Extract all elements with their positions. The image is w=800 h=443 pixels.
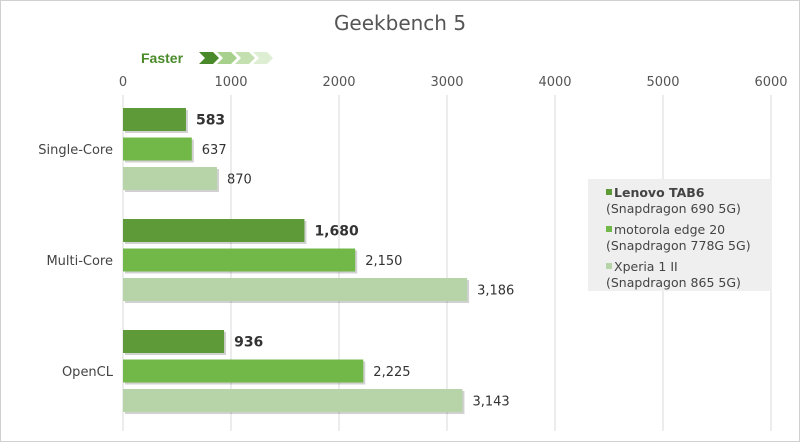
legend-label-sub: (Snapdragon 778G 5G): [606, 238, 751, 253]
bar: [123, 330, 225, 353]
data-label: 2,225: [373, 365, 410, 380]
legend-label-sub: (Snapdragon 865 5G): [606, 275, 741, 290]
bar: [123, 108, 186, 131]
faster-annotation: Faster: [141, 50, 184, 66]
bar: [123, 248, 356, 272]
bar: [123, 278, 468, 301]
legend-item: motorola edge 20 (Snapdragon 778G 5G): [606, 222, 772, 254]
bar: [123, 167, 217, 190]
faster-chevron-icon: [235, 52, 255, 64]
x-tick-label: 2000: [322, 75, 355, 90]
legend-swatch: [606, 189, 612, 195]
category-label: OpenCL: [62, 365, 114, 380]
legend-item: Xperia 1 II (Snapdragon 865 5G): [606, 259, 772, 291]
legend-swatch: [606, 226, 612, 232]
data-label: 637: [202, 143, 227, 158]
legend-item: Lenovo TAB6 (Snapdragon 690 5G): [606, 185, 772, 217]
faster-chevron-icon: [253, 52, 273, 64]
legend-label: motorola edge 20: [614, 222, 726, 237]
data-label: 1,680: [314, 224, 359, 240]
category-label: Single-Core: [38, 143, 113, 158]
x-tick-label: 6000: [754, 75, 787, 90]
x-tick-label: 4000: [538, 75, 571, 90]
bar: [123, 389, 463, 412]
bar: [123, 219, 305, 242]
data-label: 3,186: [477, 284, 514, 299]
category-label: Multi-Core: [46, 254, 113, 269]
legend-label: Xperia 1 II: [614, 259, 678, 274]
x-tick-label: 0: [119, 75, 127, 90]
legend-label: Lenovo TAB6: [614, 185, 705, 200]
legend: Lenovo TAB6 (Snapdragon 690 5G) motorola …: [588, 179, 772, 291]
data-label: 2,150: [365, 254, 402, 269]
data-label: 870: [227, 173, 252, 188]
data-label: 3,143: [472, 395, 509, 410]
chart-title: Geekbench 5: [333, 11, 467, 35]
x-tick-label: 5000: [646, 75, 679, 90]
legend-swatch: [606, 263, 612, 269]
legend-label-sub: (Snapdragon 690 5G): [606, 201, 741, 216]
x-tick-label: 3000: [430, 75, 463, 90]
x-tick-label: 1000: [214, 75, 247, 90]
data-label: 583: [196, 113, 225, 129]
faster-chevron-icon: [199, 52, 219, 64]
bar: [123, 359, 364, 383]
bar: [123, 137, 192, 161]
faster-chevron-icon: [217, 52, 237, 64]
data-label: 936: [234, 335, 263, 351]
